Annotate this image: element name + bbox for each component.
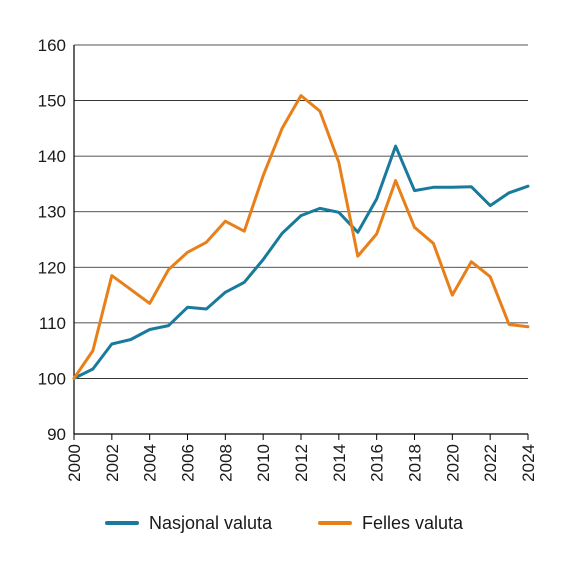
x-tick-label: 2016 xyxy=(368,444,387,482)
x-tick-label: 2006 xyxy=(179,444,198,482)
legend-swatch-felles-valuta xyxy=(318,521,352,525)
x-tick-label: 2024 xyxy=(519,444,538,482)
legend-label-nasjonal-valuta: Nasjonal valuta xyxy=(149,512,273,533)
y-tick-label: 130 xyxy=(38,203,66,222)
series-layer xyxy=(72,94,530,380)
x-tick-label: 2002 xyxy=(103,444,122,482)
x-tick-label: 2010 xyxy=(254,444,273,482)
y-tick-label: 150 xyxy=(38,92,66,111)
series-line-nasjonal-valuta xyxy=(72,144,530,380)
y-tick-label: 110 xyxy=(39,314,66,333)
x-tick-label: 2014 xyxy=(330,444,349,482)
grid-layer xyxy=(74,44,528,435)
legend-label-felles-valuta: Felles valuta xyxy=(362,512,464,533)
x-tick-label: 2012 xyxy=(292,444,311,482)
legend-item-nasjonal-valuta: Nasjonal valuta xyxy=(105,507,272,539)
y-tick-label: 120 xyxy=(38,258,66,277)
x-tick-label: 2020 xyxy=(443,444,462,482)
legend: Nasjonal valuta Felles valuta xyxy=(0,507,576,539)
legend-item-felles-valuta: Felles valuta xyxy=(318,507,463,539)
x-tick-label: 2004 xyxy=(141,444,160,482)
y-tick-label: 90 xyxy=(47,425,66,444)
x-tick-label: 2000 xyxy=(65,444,84,482)
y-tick-label: 140 xyxy=(38,147,66,166)
series-line-felles-valuta xyxy=(72,94,530,380)
y-tick-label: 100 xyxy=(38,369,66,388)
y-tick-label: 160 xyxy=(38,36,66,55)
x-tick-label: 2018 xyxy=(406,444,425,482)
line-chart: 90 100 110 120 130 140 150 160 2000 2002 2004 2006 2… xyxy=(38,36,538,482)
x-tick-label: 2022 xyxy=(481,444,500,482)
x-tick-label: 2008 xyxy=(216,444,235,482)
legend-swatch-nasjonal-valuta xyxy=(105,521,139,525)
axis-layer: 90 100 110 120 130 140 150 160 2000 2002 2004 2006 2… xyxy=(38,36,538,482)
